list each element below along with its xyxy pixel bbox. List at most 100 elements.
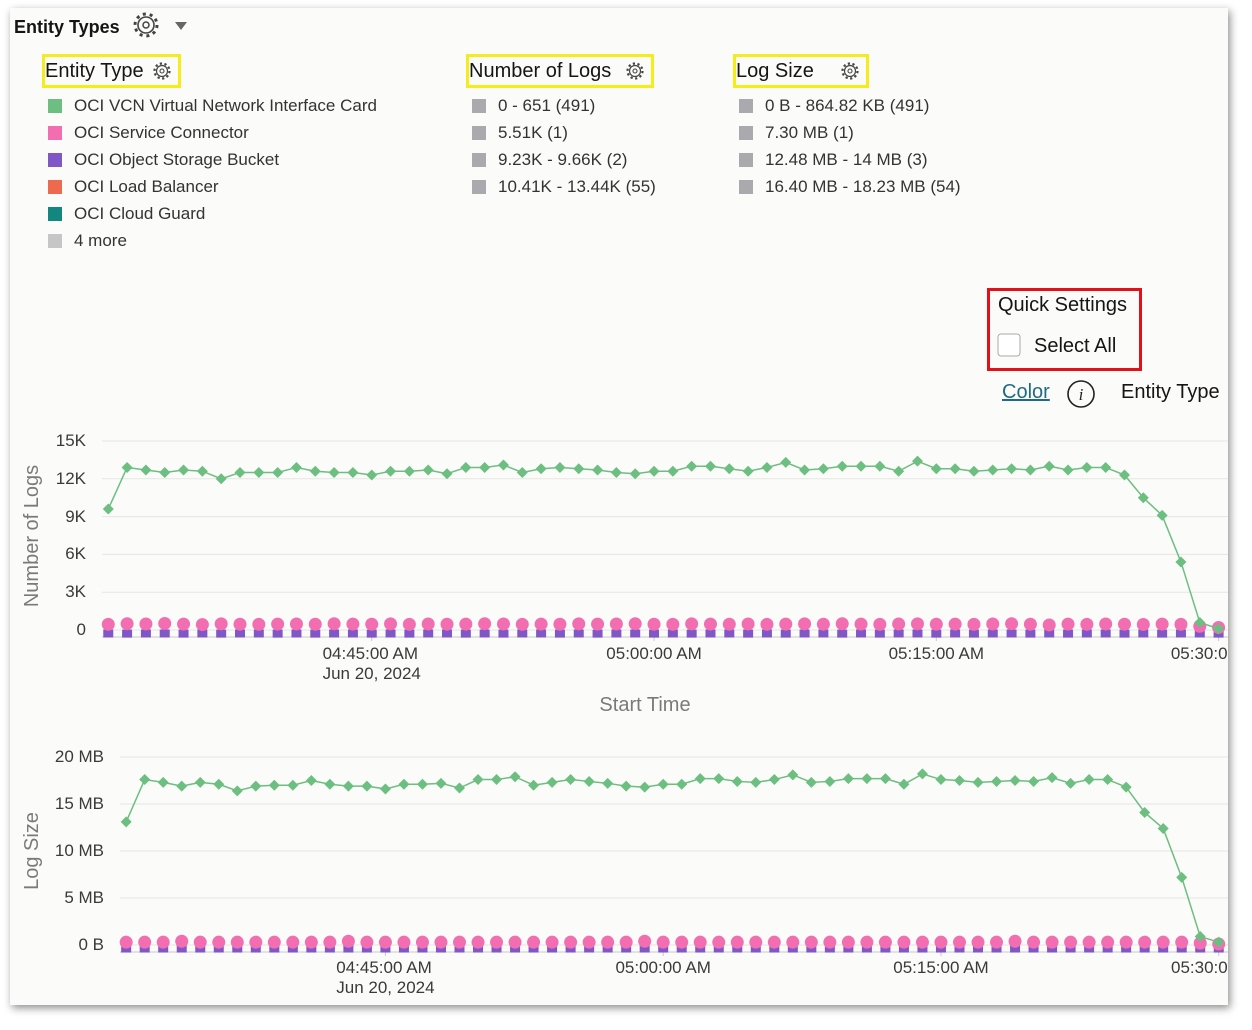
data-point xyxy=(177,617,191,631)
data-point xyxy=(404,629,415,638)
canvas: i xyxy=(48,12,1228,956)
data-point xyxy=(780,456,792,468)
data-point xyxy=(675,935,689,949)
data-point xyxy=(479,461,491,473)
data-point xyxy=(1117,617,1131,631)
data-point xyxy=(1175,935,1189,949)
data-point xyxy=(620,780,632,792)
data-point xyxy=(102,503,114,515)
data-point xyxy=(743,629,754,638)
x-tick-label: 05:00:00 AM xyxy=(606,644,702,663)
data-point xyxy=(805,776,817,788)
data-point xyxy=(685,617,699,631)
data-point xyxy=(289,617,303,631)
data-point xyxy=(724,629,735,638)
data-point xyxy=(572,617,586,631)
data-point xyxy=(508,935,522,949)
legend-swatch xyxy=(739,153,753,167)
data-point xyxy=(929,617,943,631)
data-point xyxy=(713,773,725,785)
data-point xyxy=(323,935,337,949)
legend-swatch xyxy=(48,234,62,248)
data-point xyxy=(156,935,170,949)
data-point xyxy=(656,935,670,949)
data-point xyxy=(934,935,948,949)
data-point xyxy=(517,629,528,638)
data-point xyxy=(799,629,810,638)
data-point xyxy=(892,617,906,631)
color-link[interactable]: Color xyxy=(1002,381,1050,403)
data-point xyxy=(230,935,244,949)
data-point xyxy=(267,935,281,949)
data-point xyxy=(452,935,466,949)
data-point xyxy=(453,782,465,794)
data-point xyxy=(101,617,115,631)
data-point xyxy=(140,464,152,476)
data-point xyxy=(1174,617,1188,631)
data-point xyxy=(327,617,341,631)
data-point xyxy=(931,629,942,638)
data-point xyxy=(193,935,207,949)
data-point xyxy=(1137,492,1149,504)
data-point xyxy=(565,774,577,786)
legend-swatch xyxy=(48,99,62,113)
data-point xyxy=(676,778,688,790)
data-point xyxy=(693,935,707,949)
data-point xyxy=(157,776,169,788)
settings-gear[interactable] xyxy=(626,62,644,80)
data-point xyxy=(471,935,485,949)
data-point xyxy=(460,461,472,473)
data-point xyxy=(175,934,189,948)
settings-gear[interactable] xyxy=(153,62,171,80)
data-point xyxy=(1063,629,1074,638)
data-point xyxy=(385,629,396,638)
data-point xyxy=(694,773,706,785)
data-point xyxy=(1176,871,1188,883)
data-point xyxy=(967,617,981,631)
data-point xyxy=(215,473,227,485)
data-point xyxy=(987,464,999,476)
data-point xyxy=(231,785,243,797)
select-all-checkbox[interactable] xyxy=(997,333,1021,357)
header-gear[interactable] xyxy=(133,12,159,38)
data-point xyxy=(780,629,791,638)
data-point xyxy=(440,617,454,631)
legend-label: 16.40 MB - 18.23 MB (54) xyxy=(765,176,961,196)
data-point xyxy=(176,944,187,953)
data-point xyxy=(879,773,891,785)
data-point xyxy=(750,776,762,788)
data-point xyxy=(1157,629,1168,638)
data-point xyxy=(479,629,490,638)
data-point xyxy=(1139,806,1151,818)
settings-gear[interactable] xyxy=(841,62,859,80)
data-point xyxy=(949,463,961,475)
dropdown-arrow[interactable] xyxy=(175,22,187,30)
data-point xyxy=(1175,629,1186,638)
info-icon[interactable]: i xyxy=(1067,380,1095,408)
data-point xyxy=(497,459,509,471)
data-point xyxy=(366,469,378,481)
data-point xyxy=(1023,617,1037,631)
data-point xyxy=(1045,935,1059,949)
data-point xyxy=(786,935,800,949)
data-point xyxy=(546,776,558,788)
data-point xyxy=(1155,617,1169,631)
data-point xyxy=(1099,617,1113,631)
data-point xyxy=(968,465,980,477)
select-all-label[interactable]: Select All xyxy=(1034,335,1117,357)
data-point xyxy=(360,935,374,949)
legend-swatch xyxy=(48,180,62,194)
data-point xyxy=(478,617,492,631)
highlight-box xyxy=(466,54,654,88)
x-axis-title: Start Time xyxy=(599,694,691,716)
series-line xyxy=(107,460,1219,630)
data-point xyxy=(423,629,434,638)
data-point xyxy=(592,629,603,638)
data-point xyxy=(346,617,360,631)
y-tick-label: 20 MB xyxy=(54,746,104,766)
data-point xyxy=(935,774,947,786)
data-point xyxy=(1006,629,1017,638)
legend-swatch xyxy=(48,126,62,140)
data-point xyxy=(874,629,885,638)
data-point xyxy=(138,935,152,949)
